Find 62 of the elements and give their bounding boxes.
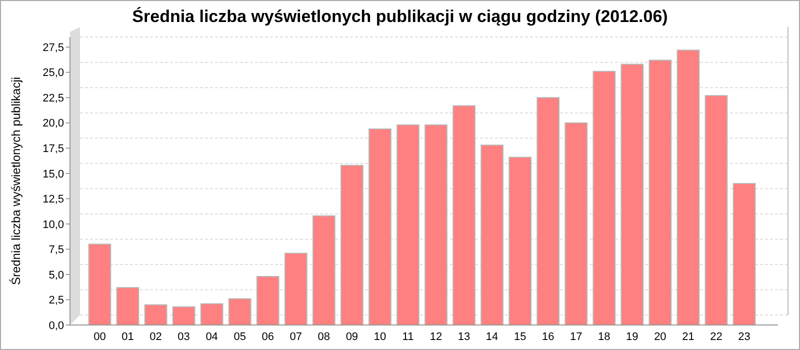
x-tick-label: 21 [682,331,694,343]
x-tick-label: 02 [150,331,162,343]
x-tick-label: 19 [626,331,638,343]
bar [676,50,700,326]
bar [592,70,616,326]
y-axis-title: Średnia liczba wyświetlonych publikacji [9,76,23,286]
y-tick-label: 25,0 [42,67,64,80]
bar [620,64,644,326]
chart-title: Średnia liczba wyświetlonych publikacji w ciągu godziny (2012.06) [132,6,668,26]
bar [284,252,308,326]
bar [732,183,756,326]
x-tick-label: 01 [122,331,134,343]
x-tick-label: 10 [374,331,386,343]
bar [256,276,280,326]
x-tick-label: 13 [458,331,470,343]
bar [312,215,336,326]
bar [200,303,224,326]
x-tick-label: 18 [598,331,610,343]
bar [648,60,672,326]
x-tick-label: 03 [178,331,190,343]
y-tick-label: 12,5 [42,194,64,206]
bar [340,164,364,326]
y-tick-label: 5,0 [48,269,64,282]
x-tick-label: 15 [514,331,526,343]
y-tick-label: 15,0 [42,168,64,180]
x-tick-label: 17 [570,331,582,343]
bar [88,244,112,326]
x-tick-label: 07 [290,331,302,343]
x-tick-label: 04 [206,331,218,343]
bar [424,124,448,326]
bar [116,287,140,326]
x-tick-label: 12 [430,331,442,343]
bar [704,95,728,326]
x-tick-label: 09 [346,331,358,343]
y-tick-label: 20,0 [42,118,64,130]
bar [144,304,168,326]
y-tick-label: 0,0 [48,320,64,332]
y-tick-label: 2,5 [48,294,64,307]
bar [172,306,196,326]
bar [228,298,252,326]
x-tick-label: 22 [710,331,722,343]
x-tick-label: 06 [262,331,274,343]
x-tick-label: 16 [542,331,554,343]
bar [396,124,420,326]
bar [564,122,588,326]
x-tick-label: 23 [738,331,750,343]
x-tick-label: 11 [402,331,414,343]
y-tick-label: 17,5 [42,143,64,156]
bar [452,105,476,326]
x-tick-label: 08 [318,331,330,343]
x-tick-label: 00 [94,331,106,343]
y-tick-label: 22,5 [42,92,64,104]
x-tick-label: 20 [654,331,666,343]
x-tick-label: 05 [234,331,246,343]
bar [368,128,392,326]
y-tick-label: 10,0 [42,218,64,231]
y-tick-label: 27,5 [42,42,64,54]
bar [480,144,504,326]
bar [508,156,532,326]
x-tick-label: 14 [486,331,498,343]
bar [536,97,560,326]
y-tick-label: 7,5 [48,244,64,256]
